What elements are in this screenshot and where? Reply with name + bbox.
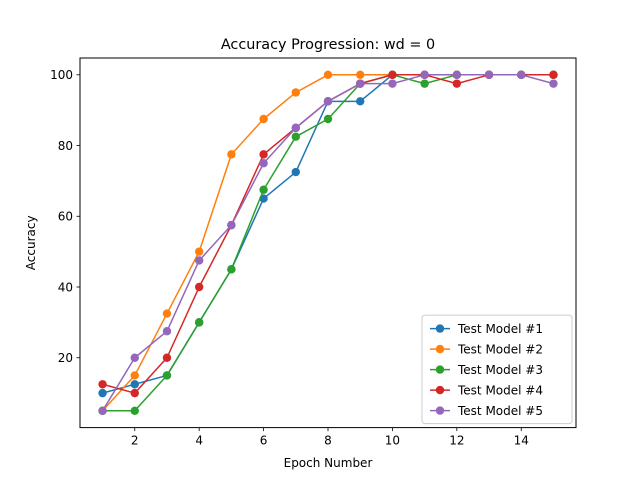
data-point (323, 97, 333, 106)
legend-label: Test Model #1 (457, 322, 543, 336)
data-point (549, 79, 558, 88)
y-tick-label: 80 (58, 139, 73, 153)
data-point (259, 159, 268, 168)
data-point (259, 150, 268, 159)
legend-marker (435, 385, 445, 395)
data-point (356, 97, 365, 106)
data-point (227, 150, 236, 159)
data-point (356, 70, 365, 80)
y-tick-label: 100 (50, 68, 73, 82)
data-point (130, 388, 139, 398)
data-point (130, 380, 139, 389)
legend-label: Test Model #4 (457, 383, 543, 397)
data-point (388, 79, 397, 88)
data-point (388, 70, 397, 80)
legend-box (421, 314, 573, 425)
series-layer (98, 70, 558, 415)
x-axis-ticks: 2 4 6 8 10 12 14 (131, 427, 529, 448)
data-point (452, 79, 462, 88)
legend-item: Test Model #3 (430, 363, 543, 377)
data-point (130, 406, 139, 415)
data-point (162, 353, 172, 362)
data-point (162, 327, 172, 336)
data-point (323, 114, 333, 124)
series-5 (98, 70, 558, 415)
data-point (227, 265, 236, 274)
data-point (194, 247, 204, 256)
data-point (291, 123, 300, 133)
data-point (323, 70, 333, 80)
data-point (259, 185, 268, 194)
legend-item: Test Model #1 (430, 322, 543, 336)
data-point (162, 309, 172, 318)
data-point (162, 371, 172, 380)
data-point (194, 256, 204, 265)
data-point (194, 282, 204, 292)
data-point (291, 88, 300, 97)
y-axis-label: Accuracy (24, 215, 38, 270)
data-point (420, 79, 429, 88)
data-point (517, 70, 526, 80)
data-point (420, 70, 429, 80)
legend-label: Test Model #3 (457, 363, 543, 377)
legend-label: Test Model #5 (457, 404, 543, 418)
y-tick-label: 20 (58, 351, 73, 365)
chart-title: Accuracy Progression: wd = 0 (221, 37, 435, 53)
data-point (259, 114, 268, 124)
data-point (452, 70, 462, 80)
x-tick-label: 2 (131, 434, 139, 448)
data-point (484, 70, 494, 80)
data-point (227, 220, 236, 230)
x-axis-label: Epoch Number (284, 456, 373, 470)
data-point (98, 388, 107, 398)
data-point (356, 79, 365, 88)
legend-item: Test Model #5 (430, 404, 543, 418)
x-tick-label: 6 (260, 434, 268, 448)
x-tick-label: 14 (514, 434, 529, 448)
legend-marker (435, 344, 445, 354)
legend-marker (435, 406, 445, 415)
y-tick-label: 40 (58, 280, 73, 294)
legend-label: Test Model #2 (457, 342, 543, 356)
x-tick-label: 12 (449, 434, 464, 448)
data-point (130, 371, 139, 380)
x-tick-label: 10 (385, 434, 400, 448)
legend: Test Model #1 Test Model #2 Test Model #3 T… (421, 314, 573, 425)
data-point (291, 132, 300, 141)
y-axis-ticks: 20 40 60 80 100 (50, 68, 80, 365)
data-point (549, 70, 558, 80)
data-point (194, 318, 204, 327)
data-point (130, 353, 139, 362)
data-point (98, 406, 107, 415)
legend-marker (435, 324, 445, 333)
x-tick-label: 8 (324, 434, 332, 448)
legend-item: Test Model #2 (430, 342, 543, 356)
y-tick-label: 60 (58, 210, 73, 224)
legend-marker (435, 365, 445, 374)
data-point (291, 167, 300, 177)
x-tick-label: 4 (195, 434, 203, 448)
data-point (98, 380, 107, 389)
legend-item: Test Model #4 (430, 383, 543, 397)
